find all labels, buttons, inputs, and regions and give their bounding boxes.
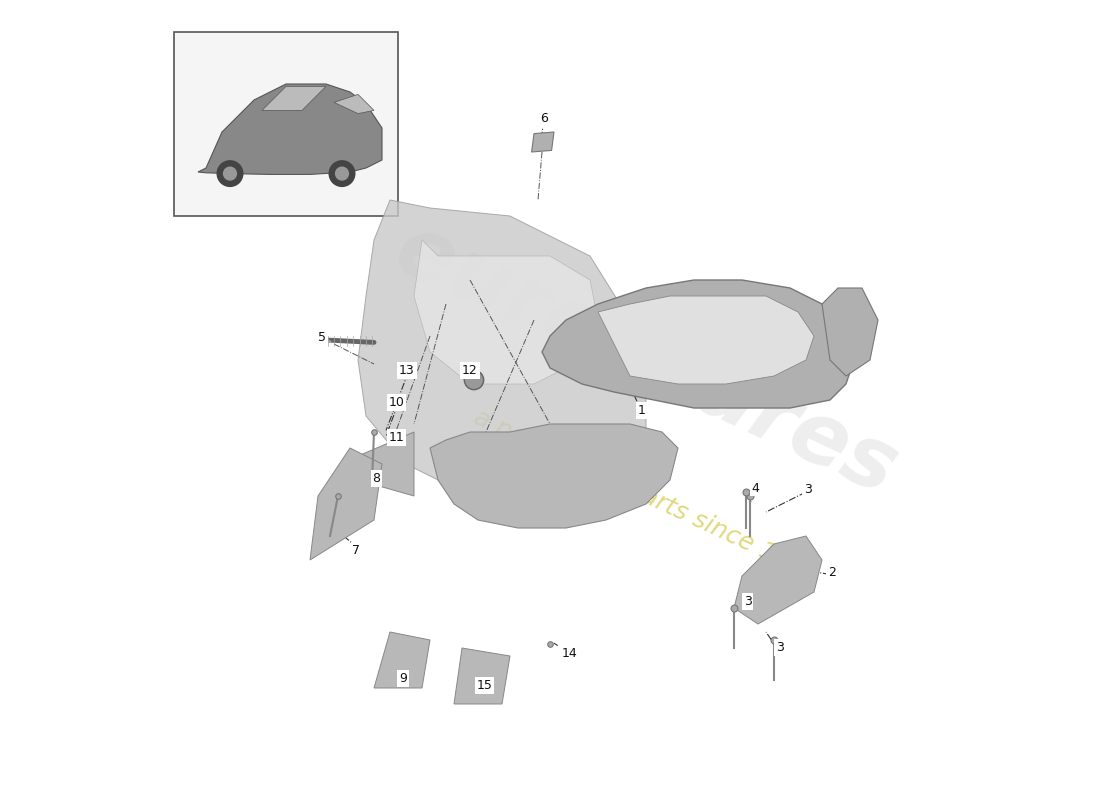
Text: 2: 2 xyxy=(827,566,836,578)
Text: 14: 14 xyxy=(561,647,578,660)
Text: 6: 6 xyxy=(540,112,548,125)
Circle shape xyxy=(223,167,236,180)
Text: 11: 11 xyxy=(388,431,405,444)
Text: 1: 1 xyxy=(638,404,646,417)
Polygon shape xyxy=(598,296,814,384)
Text: 8: 8 xyxy=(373,472,381,485)
Text: 4: 4 xyxy=(751,482,759,494)
Circle shape xyxy=(336,167,349,180)
Polygon shape xyxy=(542,280,854,408)
Polygon shape xyxy=(358,200,646,496)
Polygon shape xyxy=(414,240,598,384)
Polygon shape xyxy=(310,448,382,560)
Circle shape xyxy=(329,161,355,186)
Polygon shape xyxy=(454,648,510,704)
Text: eurospares: eurospares xyxy=(382,207,911,513)
Circle shape xyxy=(464,370,484,390)
Text: 3: 3 xyxy=(804,483,812,496)
Circle shape xyxy=(217,161,243,186)
Text: a passion for parts since 1985: a passion for parts since 1985 xyxy=(470,406,823,586)
FancyBboxPatch shape xyxy=(174,32,398,216)
Polygon shape xyxy=(262,86,326,110)
Text: 7: 7 xyxy=(352,544,361,557)
Text: 3: 3 xyxy=(776,641,783,654)
Text: 5: 5 xyxy=(318,331,326,344)
Text: 3: 3 xyxy=(744,595,751,608)
Text: 15: 15 xyxy=(476,679,493,692)
Polygon shape xyxy=(334,94,374,114)
Polygon shape xyxy=(531,132,554,152)
Polygon shape xyxy=(374,632,430,688)
Polygon shape xyxy=(734,536,822,624)
Polygon shape xyxy=(358,432,414,496)
Polygon shape xyxy=(822,288,878,376)
Polygon shape xyxy=(430,424,678,528)
Text: 9: 9 xyxy=(399,672,407,685)
Polygon shape xyxy=(198,84,382,174)
Text: 13: 13 xyxy=(399,364,415,377)
Text: 10: 10 xyxy=(388,396,405,409)
Text: 12: 12 xyxy=(462,364,477,377)
